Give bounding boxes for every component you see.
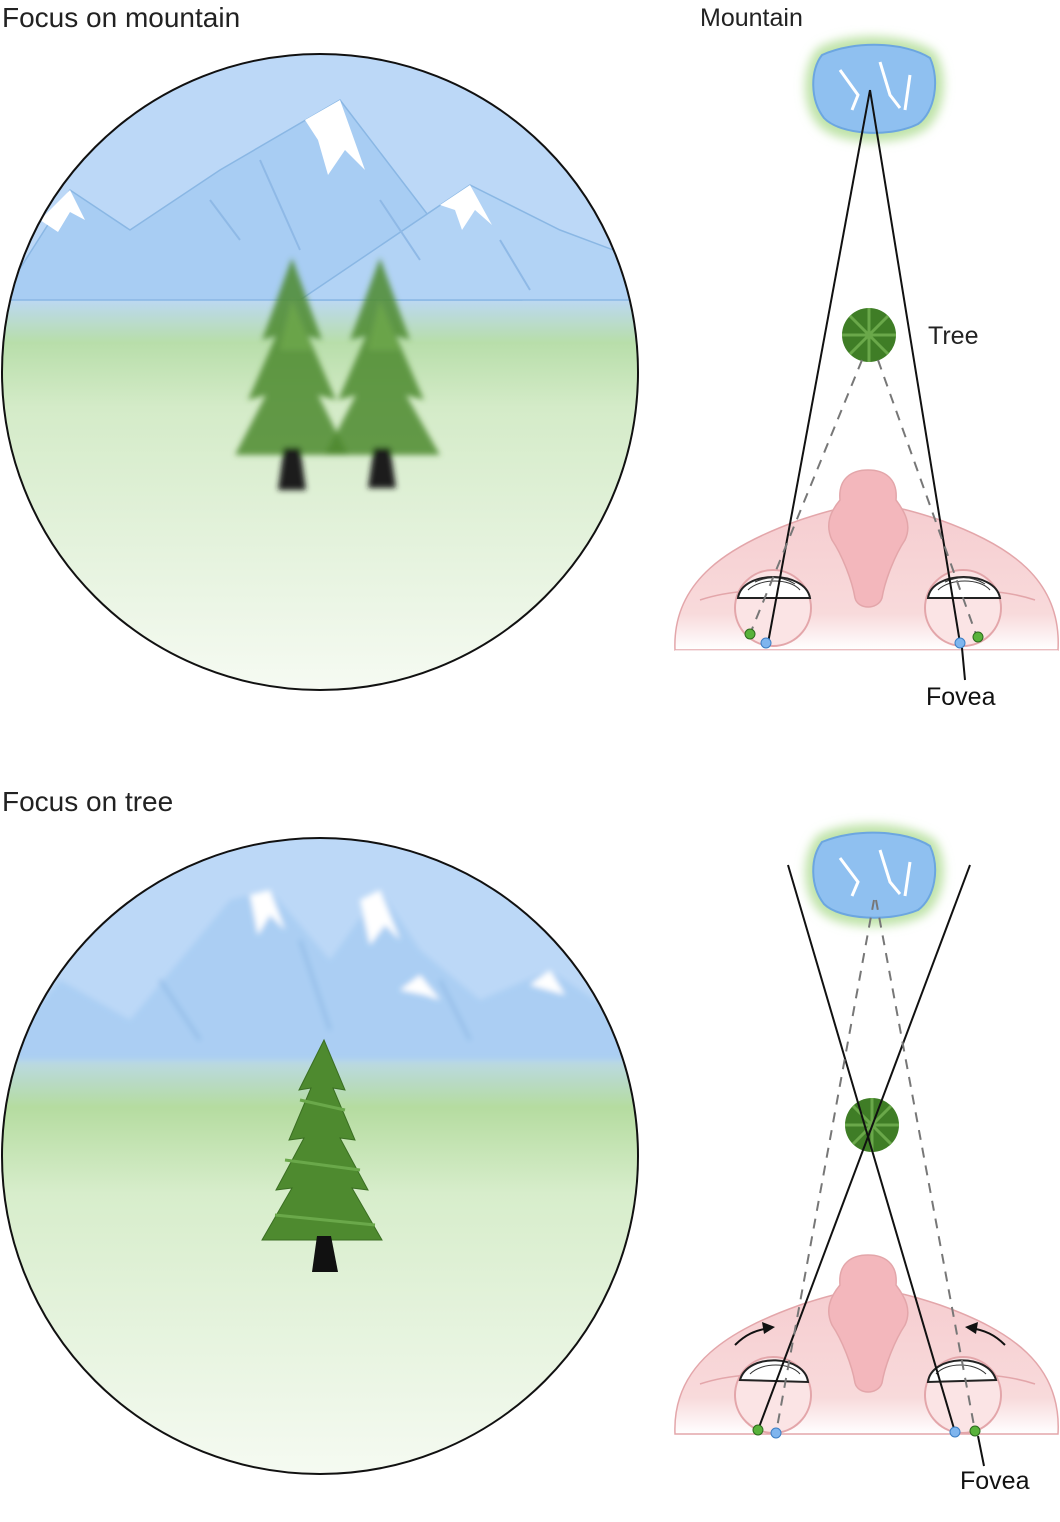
face-top-view-2 [674, 1254, 1059, 1435]
fovea-point-blue-left [760, 637, 772, 649]
label-fovea-2: Fovea [960, 1467, 1030, 1495]
tree-sharp [261, 1038, 383, 1272]
eye-diagram-mountain-focus [674, 36, 1059, 720]
panel-title-mountain: Focus on mountain [2, 2, 241, 33]
fovea-pointer-2 [977, 1435, 985, 1467]
retina-point-green-left-2 [752, 1424, 764, 1436]
fovea-pointer [961, 647, 966, 681]
sight-line-right-solid [869, 89, 961, 644]
fovea-point-blue-right [954, 637, 966, 649]
scene-circle-mountain-focus [1, 53, 639, 691]
scene-circle-tree-focus [1, 837, 639, 1475]
mountains-sharp [2, 99, 638, 301]
sight-line-right-dashed [877, 359, 978, 638]
sight-line-cross-1 [787, 864, 956, 1433]
mountain-icon-2 [805, 824, 944, 927]
label-fovea-1: Fovea [926, 683, 996, 711]
label-tree: Tree [928, 322, 979, 350]
face-top-view [674, 469, 1059, 720]
mountain-icon [805, 36, 944, 142]
sight-line-left-dashed [749, 359, 863, 635]
label-mountain: Mountain [700, 4, 803, 32]
retina-point-green-right-2 [969, 1425, 981, 1437]
sight-line-cross-2 [757, 864, 971, 1431]
retina-point-green-left [744, 628, 756, 640]
trees-blurred [235, 258, 440, 490]
tree-icon [842, 308, 896, 362]
panel-title-tree: Focus on tree [2, 786, 174, 817]
sight-line-dashed-right [875, 899, 976, 1432]
sight-line-dashed-left [775, 899, 875, 1434]
eye-diagram-tree-focus [674, 824, 1059, 1467]
retina-point-green-right [972, 631, 984, 643]
fovea-point-blue-right-2 [949, 1426, 961, 1438]
fovea-point-blue-left-2 [770, 1427, 782, 1439]
mountains-blurred [2, 890, 638, 1060]
